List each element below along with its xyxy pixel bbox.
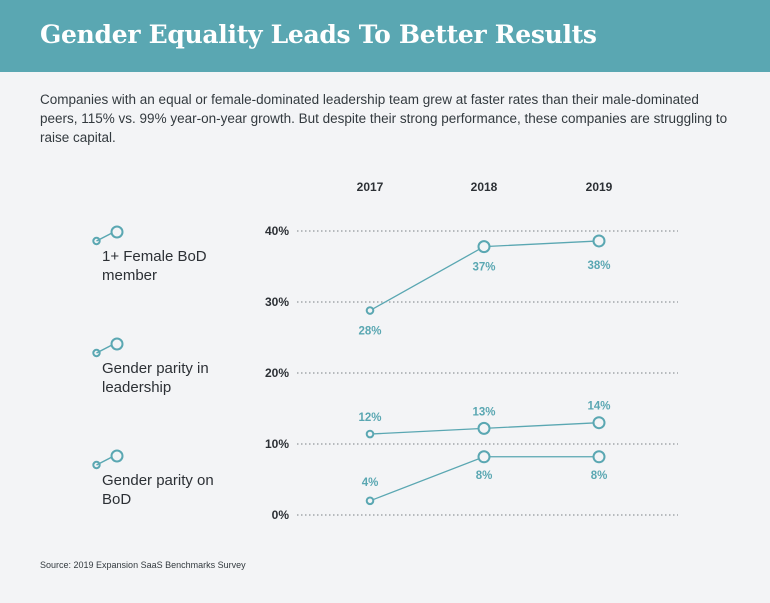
data-point [365,429,375,439]
legend-label: 1+ Female BoD member [102,248,207,284]
y-tick-label: 10% [265,437,289,451]
data-label: 13% [472,406,495,418]
data-label: 8% [591,470,608,482]
header-banner: Gender Equality Leads To Better Results [0,0,770,72]
data-label: 28% [358,326,381,338]
intro-text: Companies with an equal or female-domina… [40,92,728,145]
page-title: Gender Equality Leads To Better Results [40,20,597,49]
data-point [592,234,606,248]
data-label: 37% [472,262,495,274]
y-tick-label: 30% [265,295,289,309]
data-label: 38% [587,260,610,272]
line-marker-icon [92,225,124,246]
data-label: 8% [476,470,493,482]
x-tick-label: 2019 [586,180,613,194]
data-point [592,450,606,464]
legend-label: Gender parity in leadership [102,360,209,396]
y-tick-label: 20% [265,366,289,380]
data-point [477,240,491,254]
y-tick-label: 0% [272,508,290,522]
x-tick-label: 2018 [471,180,498,194]
data-label: 14% [587,401,610,413]
y-tick-label: 40% [265,224,289,238]
data-point [477,421,491,435]
data-point [365,306,375,315]
line-marker-icon [92,337,124,358]
x-tick-label: 2017 [357,180,384,194]
data-label: 12% [358,412,381,424]
data-label: 4% [362,477,379,489]
data-point [592,416,606,430]
source-note: Source: 2019 Expansion SaaS Benchmarks S… [40,560,246,570]
legend-label: Gender parity on BoD [102,472,214,508]
data-point [365,496,375,506]
line-marker-icon [92,449,124,470]
data-point [477,450,491,464]
